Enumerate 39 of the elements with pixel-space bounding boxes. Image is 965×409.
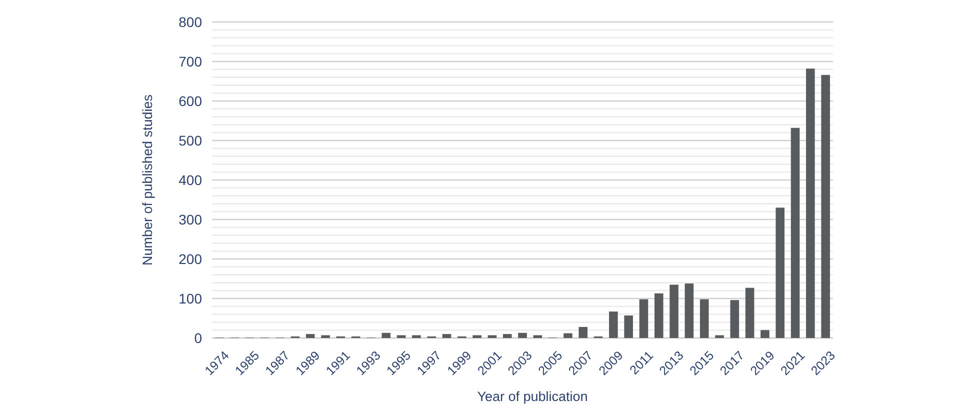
- bar: [624, 315, 633, 338]
- bar: [745, 288, 754, 338]
- bar: [488, 335, 497, 338]
- bar: [700, 299, 709, 338]
- bar: [533, 335, 542, 338]
- bar: [578, 326, 588, 338]
- x-axis-title: Year of publication: [477, 389, 588, 404]
- bar: [564, 333, 572, 338]
- y-tick-label: 400: [178, 172, 202, 188]
- y-tick-label: 300: [178, 211, 202, 228]
- bar: [760, 330, 770, 338]
- bar: [776, 208, 785, 338]
- bar: [806, 68, 815, 338]
- y-tick-label: 700: [178, 53, 202, 70]
- y-tick-label: 100: [178, 290, 202, 306]
- bar: [670, 284, 678, 338]
- y-tick-label: 500: [178, 132, 202, 148]
- bar: [639, 299, 648, 338]
- y-tick-label: 600: [178, 92, 202, 109]
- bar: [306, 334, 315, 338]
- bar: [472, 335, 482, 338]
- bar: [790, 128, 800, 338]
- bar: [609, 312, 618, 338]
- bar: [502, 334, 512, 338]
- bar: [321, 335, 330, 338]
- bar: [442, 334, 452, 338]
- bar: [821, 74, 830, 338]
- bar: [412, 335, 421, 338]
- bar: [715, 335, 724, 338]
- bar: [382, 332, 391, 338]
- bar: [654, 293, 664, 338]
- y-tick-label: 800: [178, 14, 202, 30]
- y-axis-title: Number of published studies: [140, 94, 155, 266]
- y-tick-label: 200: [178, 250, 202, 267]
- y-tick-label: 0: [194, 330, 202, 346]
- bar: [730, 300, 740, 338]
- bar: [396, 335, 406, 338]
- bar: [684, 283, 694, 338]
- bar: [518, 332, 527, 338]
